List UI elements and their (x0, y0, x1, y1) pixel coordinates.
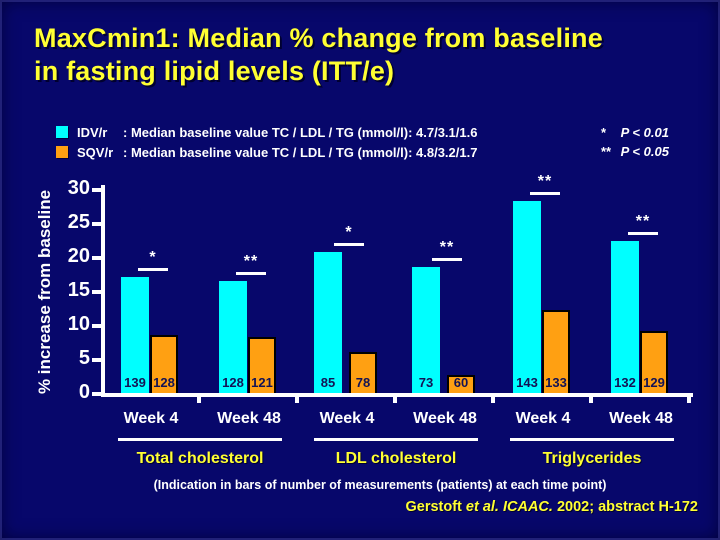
bar-idvr-5 (513, 200, 541, 393)
bar-idvr-4 (412, 266, 440, 393)
legend-item-sqvr: SQV/r : Median baseline value TC / LDL /… (56, 142, 477, 162)
citation-ref: 2002; abstract H-172 (552, 499, 698, 515)
week-label: Week 48 (217, 410, 281, 427)
legend-series-desc: : Median baseline value TC / LDL / TG (m… (123, 124, 478, 140)
week-label: Week 4 (123, 410, 179, 427)
x-axis-tick (589, 393, 593, 403)
group-underline (510, 438, 674, 441)
bar-idvr-1 (121, 276, 149, 393)
bar-count-label: 60 (453, 375, 469, 390)
x-axis-line (101, 393, 693, 397)
y-axis-tick-label: 5 (78, 347, 90, 369)
significance-key-row: ** P < 0.05 (601, 144, 669, 163)
idvr-color-swatch-icon (56, 126, 68, 138)
chart-footnote: (Indication in bars of number of measure… (153, 478, 607, 492)
bar-count-label: 139 (124, 375, 146, 390)
significance-key-label: P < 0.05 (620, 144, 669, 159)
bar-count-label: 85 (320, 375, 336, 390)
y-axis-tick-label: 15 (67, 279, 90, 301)
bar-count-label: 132 (614, 375, 636, 390)
bar-count-label: 73 (418, 375, 434, 390)
bar-sqvr-4 (447, 375, 475, 393)
y-axis-tick-label: 20 (67, 245, 90, 267)
legend-series-name: SQV/r (77, 144, 114, 160)
bar-sqvr-5 (542, 310, 570, 393)
bar-idvr-2 (219, 280, 247, 393)
y-axis-tick-label: 0 (78, 381, 90, 403)
slide-title-line1: MaxCmin1: Median % change from baseline (34, 23, 603, 53)
group-underline (314, 438, 478, 441)
significance-marker: ** (537, 172, 553, 190)
significance-marker: ** (635, 212, 651, 230)
legend-item-idvr: IDV/r : Median baseline value TC / LDL /… (56, 122, 477, 142)
x-axis-tick (295, 393, 299, 403)
y-axis-tick (92, 358, 101, 362)
significance-marker: ** (243, 252, 259, 270)
significance-line (334, 242, 364, 246)
x-axis-tick (491, 393, 495, 403)
legend-series-name: IDV/r (77, 124, 108, 140)
sqvr-color-swatch-icon (56, 146, 68, 158)
citation-source: et al. ICAAC. (465, 499, 553, 515)
slide-title: MaxCmin1: Median % change from baseline … (34, 22, 704, 88)
group-label-2: LDL cholesterol (335, 450, 457, 467)
double-asterisk-icon: ** (601, 144, 612, 159)
significance-line (530, 191, 560, 195)
asterisk-icon: * (601, 125, 607, 140)
citation: Gerstoft et al. ICAAC. 2002; abstract H-… (405, 499, 698, 515)
group-label-1: Total cholesterol (136, 450, 264, 467)
legend-series-desc: : Median baseline value TC / LDL / TG (m… (123, 144, 478, 160)
significance-key-row: * P < 0.01 (601, 125, 669, 144)
x-axis-tick (687, 393, 691, 403)
slide-title-line2: in fasting lipid levels (ITT/e) (34, 56, 395, 86)
bar-count-label: 128 (153, 375, 175, 390)
bar-count-label: 128 (222, 375, 244, 390)
x-axis-tick (393, 393, 397, 403)
bar-sqvr-1 (150, 335, 178, 393)
bar-count-label: 121 (251, 375, 273, 390)
y-axis-tick-label: 30 (67, 177, 90, 199)
citation-author: Gerstoft (405, 499, 466, 515)
y-axis-tick-label: 25 (67, 211, 90, 233)
significance-line (628, 231, 658, 235)
x-axis-tick (197, 393, 201, 403)
y-axis-tick (92, 256, 101, 260)
group-underline (118, 438, 282, 441)
bar-idvr-3 (314, 251, 342, 393)
significance-line (236, 271, 266, 275)
bar-count-label: 133 (545, 375, 567, 390)
bar-idvr-6 (611, 240, 639, 393)
bar-sqvr-6 (640, 331, 668, 393)
y-axis-tick (92, 188, 101, 192)
week-label: Week 4 (319, 410, 375, 427)
week-label: Week 4 (515, 410, 571, 427)
significance-key-label: P < 0.01 (620, 125, 669, 140)
week-label: Week 48 (413, 410, 477, 427)
bar-sqvr-2 (248, 336, 276, 393)
bar-count-label: 78 (355, 375, 371, 390)
week-label: Week 48 (609, 410, 673, 427)
significance-line (432, 257, 462, 261)
significance-key: * P < 0.01 ** P < 0.05 (601, 125, 669, 163)
y-axis-tick (92, 324, 101, 328)
significance-marker: * (345, 223, 353, 241)
y-axis-tick (92, 290, 101, 294)
significance-marker: * (149, 248, 157, 266)
significance-marker: ** (439, 238, 455, 256)
group-label-3: Triglycerides (542, 450, 642, 467)
bar-count-label: 129 (643, 375, 665, 390)
significance-line (138, 267, 168, 271)
chart-legend: IDV/r : Median baseline value TC / LDL /… (56, 122, 477, 162)
y-axis-line (101, 185, 105, 397)
y-axis-tick-label: 10 (67, 313, 90, 335)
bar-sqvr-3 (349, 351, 377, 393)
bar-count-label: 143 (516, 375, 538, 390)
y-axis-tick (92, 222, 101, 226)
y-axis-tick (92, 392, 101, 396)
